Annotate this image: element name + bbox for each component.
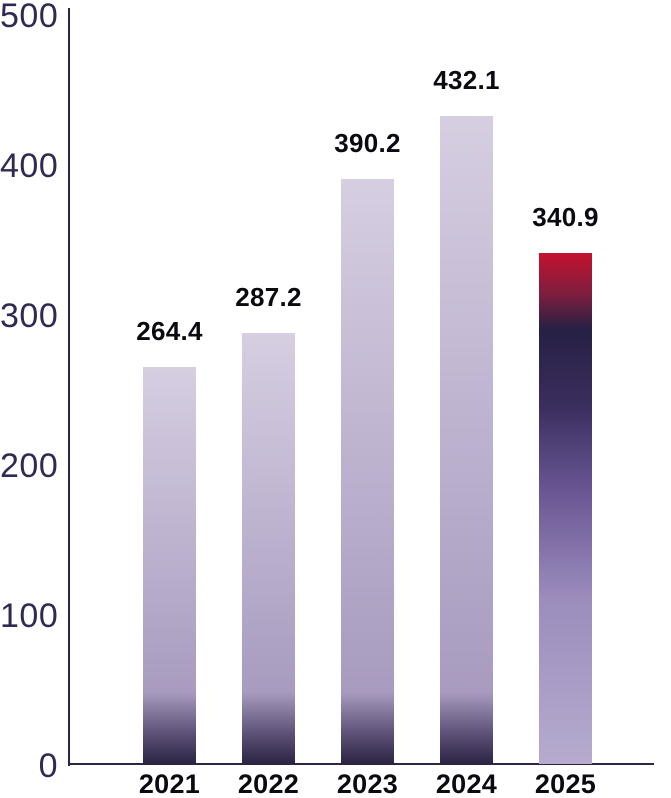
y-tick-200: 200 — [0, 447, 59, 485]
y-tick-0: 0 — [38, 747, 58, 785]
value-label-2025: 340.9 — [532, 201, 599, 232]
bar-column-2021: 264.4 — [120, 316, 219, 764]
bar-2022 — [242, 333, 295, 764]
y-tick-500: 500 — [0, 0, 59, 35]
y-tick-400: 400 — [0, 147, 59, 185]
value-label-2024: 432.1 — [433, 64, 500, 95]
bar-2023 — [341, 178, 394, 764]
bar-2021 — [143, 367, 196, 764]
x-tick-2025: 2025 — [534, 769, 597, 798]
value-label-2021: 264.4 — [136, 316, 203, 347]
bar-2025 — [539, 252, 592, 764]
bar-column-2024: 432.1 — [417, 65, 516, 764]
x-tick-2021: 2021 — [138, 769, 201, 798]
x-tick-2023: 2023 — [336, 769, 399, 798]
x-axis-line — [68, 763, 654, 765]
bar-2024 — [440, 115, 493, 764]
bar-column-2023: 390.2 — [318, 128, 417, 764]
y-tick-100: 100 — [0, 597, 59, 635]
bar-column-2025: 340.9 — [516, 202, 615, 764]
y-tick-300: 300 — [0, 297, 59, 335]
value-label-2023: 390.2 — [334, 127, 401, 158]
x-tick-2022: 2022 — [237, 769, 300, 798]
x-tick-2024: 2024 — [435, 769, 498, 798]
value-label-2022: 287.2 — [235, 282, 302, 313]
bar-column-2022: 287.2 — [219, 282, 318, 764]
y-axis-line — [68, 8, 70, 766]
